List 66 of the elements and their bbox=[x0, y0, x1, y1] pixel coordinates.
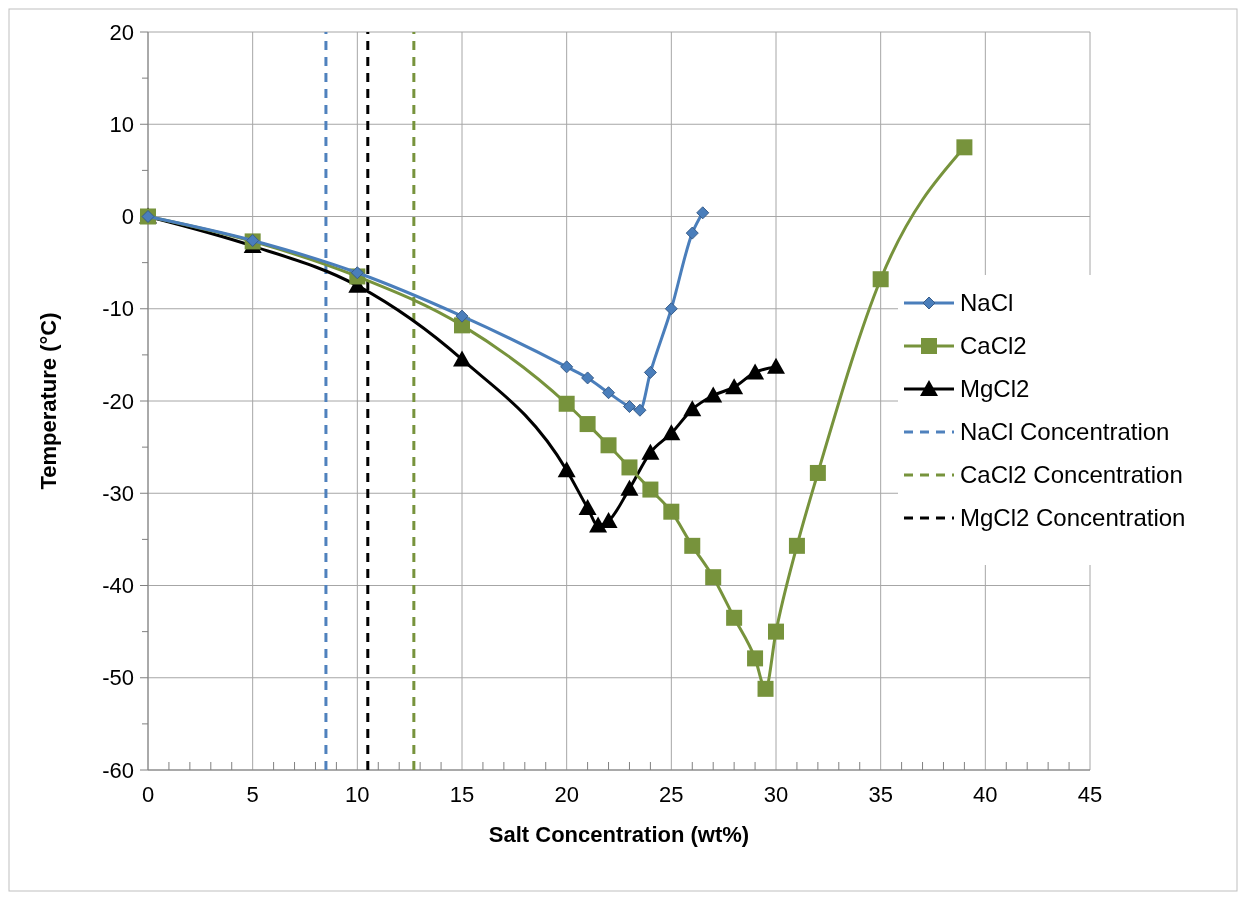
x-tick-label: 20 bbox=[554, 782, 579, 807]
point bbox=[664, 302, 678, 316]
point bbox=[581, 371, 595, 385]
point bbox=[956, 139, 973, 156]
point bbox=[350, 266, 364, 280]
legend-label: CaCl2 bbox=[960, 332, 1027, 360]
point bbox=[643, 365, 657, 379]
point bbox=[662, 424, 681, 441]
point bbox=[684, 537, 701, 554]
point bbox=[768, 623, 784, 640]
point bbox=[757, 680, 774, 697]
y-tick-label: 10 bbox=[109, 111, 134, 137]
x-tick-label: 45 bbox=[1077, 782, 1103, 807]
x-tick-label: 40 bbox=[973, 782, 998, 807]
point bbox=[642, 481, 659, 498]
y-tick-label: -20 bbox=[102, 388, 134, 414]
x-axis-title: Salt Concentration (wt%) bbox=[488, 822, 750, 847]
point bbox=[809, 464, 826, 481]
x-tick-label: 15 bbox=[449, 782, 475, 807]
point bbox=[621, 459, 638, 476]
x-tick-label: 10 bbox=[345, 782, 370, 807]
y-tick-label: -30 bbox=[102, 480, 134, 506]
point bbox=[683, 400, 702, 417]
point bbox=[557, 461, 576, 478]
x-tick-label: 5 bbox=[246, 782, 259, 807]
point bbox=[578, 499, 597, 516]
point bbox=[602, 386, 616, 400]
legend-label: NaCl bbox=[960, 289, 1014, 317]
y-tick-label: -10 bbox=[102, 296, 134, 322]
point bbox=[705, 569, 722, 586]
point bbox=[685, 226, 699, 240]
y-tick-label: -50 bbox=[102, 665, 134, 691]
point bbox=[455, 309, 469, 323]
point bbox=[663, 503, 680, 520]
point bbox=[746, 363, 765, 380]
point bbox=[558, 395, 575, 412]
x-tick-label: 0 bbox=[141, 782, 155, 807]
point bbox=[620, 479, 639, 496]
legend-label: NaCl Concentration bbox=[960, 418, 1170, 446]
x-tick-label: 35 bbox=[868, 782, 893, 807]
point bbox=[726, 609, 743, 626]
legend-label: CaCl2 Concentration bbox=[960, 461, 1183, 489]
legend-label: MgCl2 bbox=[960, 375, 1030, 403]
point bbox=[622, 400, 636, 414]
point bbox=[788, 537, 805, 554]
point bbox=[453, 350, 471, 367]
y-tick-label: 20 bbox=[109, 19, 134, 45]
point bbox=[704, 386, 723, 403]
y-axis-title: Temperature (°C) bbox=[36, 312, 61, 490]
y-tick-label: 0 bbox=[121, 204, 134, 230]
point bbox=[696, 206, 710, 220]
point bbox=[633, 403, 647, 417]
x-tick-label: 30 bbox=[763, 782, 789, 807]
point bbox=[747, 650, 764, 667]
point bbox=[600, 437, 617, 454]
legend-label: MgCl2 Concentration bbox=[960, 504, 1186, 532]
point bbox=[641, 443, 660, 460]
point bbox=[767, 357, 785, 374]
point bbox=[579, 416, 596, 433]
point bbox=[872, 271, 889, 288]
point bbox=[725, 378, 744, 395]
x-tick-label: 25 bbox=[659, 782, 684, 807]
point bbox=[560, 360, 574, 374]
y-tick-label: -60 bbox=[102, 757, 134, 783]
y-tick-label: -40 bbox=[102, 573, 134, 599]
point bbox=[589, 516, 608, 533]
